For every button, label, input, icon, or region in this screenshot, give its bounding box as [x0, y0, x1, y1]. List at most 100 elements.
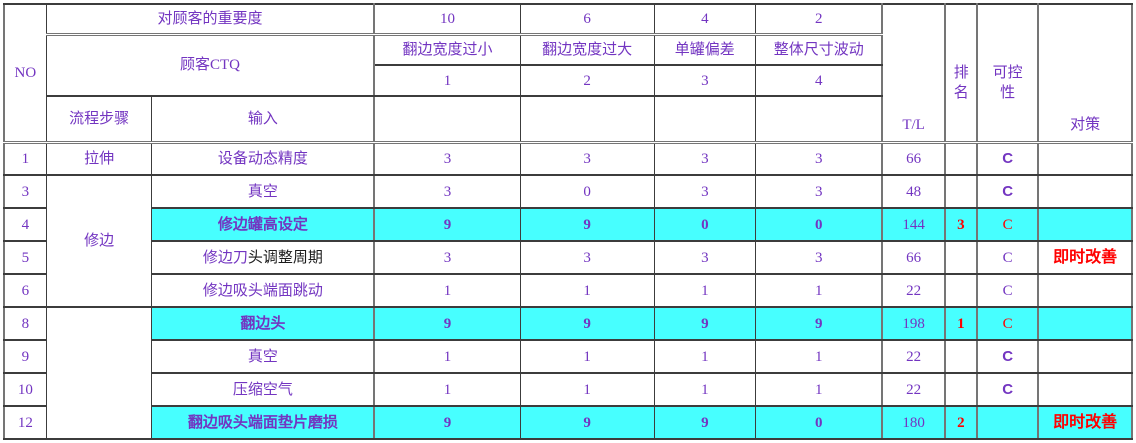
cell-tl[interactable]: 48: [881, 174, 946, 209]
header-ctq-number[interactable]: 4: [755, 64, 884, 97]
cell-score[interactable]: 1: [519, 273, 655, 308]
cell-score[interactable]: 1: [755, 273, 884, 308]
cell-tl[interactable]: 66: [881, 240, 946, 275]
header-importance-label[interactable]: 对顾客的重要度: [45, 3, 376, 36]
cell-controllability[interactable]: C: [976, 306, 1040, 341]
cell-controllability[interactable]: [976, 405, 1040, 440]
cell-score[interactable]: 3: [373, 141, 521, 176]
header-importance-value[interactable]: 4: [653, 3, 757, 36]
cell-tl[interactable]: 66: [881, 141, 946, 176]
cell-rank[interactable]: [944, 174, 978, 209]
cell-tl[interactable]: 180: [881, 405, 946, 440]
cell-no[interactable]: 6: [3, 273, 47, 308]
header-ctq-name[interactable]: 翻边宽度过小: [373, 33, 521, 66]
header-rank[interactable]: 排名: [944, 3, 978, 144]
cell-score[interactable]: 1: [373, 372, 521, 407]
cell-process-step[interactable]: [45, 306, 153, 440]
header-empty-cell[interactable]: [653, 95, 757, 144]
cell-score[interactable]: 0: [755, 207, 884, 242]
cell-controllability[interactable]: C: [976, 273, 1040, 308]
cell-tl[interactable]: 22: [881, 273, 946, 308]
cell-input[interactable]: 修边刀头调整周期: [151, 240, 376, 275]
cell-countermeasure[interactable]: [1037, 207, 1133, 242]
cell-countermeasure[interactable]: [1037, 141, 1133, 176]
header-controllability[interactable]: 可控性: [976, 3, 1040, 144]
header-importance-value[interactable]: 10: [373, 3, 521, 36]
cell-score[interactable]: 9: [373, 306, 521, 341]
cell-countermeasure[interactable]: [1037, 174, 1133, 209]
cell-no[interactable]: 10: [3, 372, 47, 407]
header-ctq-number[interactable]: 3: [653, 64, 757, 97]
cell-score[interactable]: 1: [653, 372, 757, 407]
cell-process-step[interactable]: 拉伸: [45, 141, 153, 176]
header-ctq-name[interactable]: 单罐偏差: [653, 33, 757, 66]
cell-score[interactable]: 1: [755, 372, 884, 407]
cell-controllability[interactable]: C: [976, 141, 1040, 176]
header-tl[interactable]: T/L: [881, 3, 946, 144]
cell-score[interactable]: 3: [653, 174, 757, 209]
header-input[interactable]: 输入: [151, 95, 376, 144]
cell-rank[interactable]: 1: [944, 306, 978, 341]
cell-no[interactable]: 12: [3, 405, 47, 440]
cell-score[interactable]: 3: [755, 240, 884, 275]
cell-score[interactable]: 9: [373, 207, 521, 242]
cell-score[interactable]: 0: [653, 207, 757, 242]
cell-score[interactable]: 3: [755, 141, 884, 176]
cell-score[interactable]: 1: [755, 339, 884, 374]
cell-score[interactable]: 1: [519, 372, 655, 407]
cell-score[interactable]: 9: [653, 405, 757, 440]
cell-no[interactable]: 8: [3, 306, 47, 341]
cell-input[interactable]: 修边罐高设定: [151, 207, 376, 242]
header-ctq-label[interactable]: 顾客CTQ: [45, 33, 376, 97]
cell-no[interactable]: 1: [3, 141, 47, 176]
cell-tl[interactable]: 144: [881, 207, 946, 242]
header-ctq-number[interactable]: 2: [519, 64, 655, 97]
cell-input[interactable]: 压缩空气: [151, 372, 376, 407]
cell-score[interactable]: 0: [755, 405, 884, 440]
cell-controllability[interactable]: C: [976, 174, 1040, 209]
cell-score[interactable]: 9: [519, 306, 655, 341]
header-ctq-name[interactable]: 翻边宽度过大: [519, 33, 655, 66]
cell-score[interactable]: 3: [519, 240, 655, 275]
cell-process-step[interactable]: 修边: [45, 174, 153, 308]
header-empty-cell[interactable]: [755, 95, 884, 144]
cell-input[interactable]: 真空: [151, 339, 376, 374]
cell-countermeasure[interactable]: [1037, 306, 1133, 341]
cell-countermeasure[interactable]: 即时改善: [1037, 405, 1133, 440]
cell-rank[interactable]: 2: [944, 405, 978, 440]
cell-controllability[interactable]: C: [976, 240, 1040, 275]
cell-score[interactable]: 1: [519, 339, 655, 374]
cell-input[interactable]: 真空: [151, 174, 376, 209]
cell-score[interactable]: 9: [653, 306, 757, 341]
cell-score[interactable]: 9: [519, 207, 655, 242]
cell-rank[interactable]: [944, 372, 978, 407]
cell-score[interactable]: 1: [373, 339, 521, 374]
cell-input[interactable]: 翻边吸头端面垫片磨损: [151, 405, 376, 440]
cell-score[interactable]: 3: [653, 240, 757, 275]
cell-controllability[interactable]: C: [976, 339, 1040, 374]
cell-input[interactable]: 翻边头: [151, 306, 376, 341]
header-process-step[interactable]: 流程步骤: [45, 95, 153, 144]
cell-score[interactable]: 9: [373, 405, 521, 440]
cell-score[interactable]: 1: [653, 273, 757, 308]
cell-controllability[interactable]: C: [976, 207, 1040, 242]
cell-score[interactable]: 9: [519, 405, 655, 440]
cell-input[interactable]: 修边吸头端面跳动: [151, 273, 376, 308]
cell-countermeasure[interactable]: [1037, 273, 1133, 308]
cell-score[interactable]: 3: [373, 240, 521, 275]
cell-score[interactable]: 0: [519, 174, 655, 209]
cell-rank[interactable]: [944, 273, 978, 308]
cell-input[interactable]: 设备动态精度: [151, 141, 376, 176]
cell-score[interactable]: 1: [653, 339, 757, 374]
cell-score[interactable]: 3: [755, 174, 884, 209]
cell-tl[interactable]: 22: [881, 372, 946, 407]
cell-score[interactable]: 3: [373, 174, 521, 209]
cell-tl[interactable]: 198: [881, 306, 946, 341]
cell-rank[interactable]: [944, 141, 978, 176]
cell-rank[interactable]: [944, 339, 978, 374]
header-empty-cell[interactable]: [373, 95, 521, 144]
cell-no[interactable]: 5: [3, 240, 47, 275]
cell-rank[interactable]: [944, 240, 978, 275]
cell-countermeasure[interactable]: [1037, 372, 1133, 407]
header-countermeasure[interactable]: 对策: [1037, 3, 1133, 144]
